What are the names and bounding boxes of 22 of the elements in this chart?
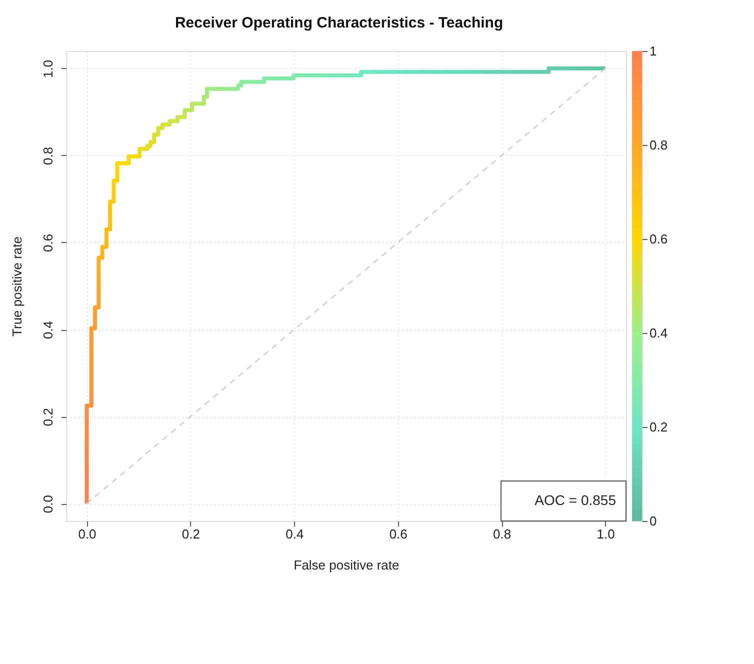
color-bar-label: 0 [650,514,657,528]
x-tick-label: 0.8 [493,526,512,542]
x-tick-label: 0.4 [286,526,304,542]
x-axis-title: False positive rate [294,558,400,572]
color-bar-label: 0.4 [650,326,668,340]
x-tick-label: 1.0 [596,526,615,542]
y-tick-label: 0.6 [40,234,56,252]
x-tick-label: 0.6 [389,526,408,542]
y-tick-label: 0.4 [40,320,56,340]
color-bar-label: 1 [650,44,657,58]
y-axis-title: True positive rate [10,236,24,336]
x-tick-label: 0.0 [78,526,96,542]
color-bar-label: 0.2 [650,420,668,434]
x-tick-label: 0.2 [182,526,200,542]
y-tick-label: 0.0 [40,495,56,514]
annotation: AOC = 0.855 [534,492,616,508]
color-bar-label: 0.6 [650,232,668,246]
y-tick-label: 1.0 [40,60,56,78]
color-bar-label: 0.8 [650,138,668,152]
chart-title: Receiver Operating Characteristics - Teaching [174,14,504,32]
y-tick-label: 0.8 [40,146,56,165]
y-tick-label: 0.2 [40,408,56,426]
